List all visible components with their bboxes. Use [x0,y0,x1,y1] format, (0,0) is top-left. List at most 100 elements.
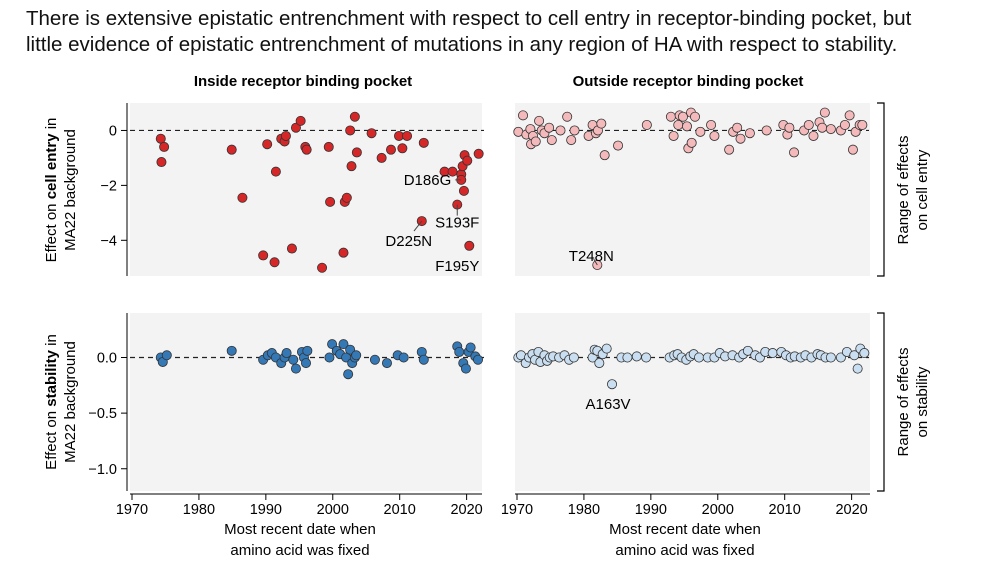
outside_entry-point [839,119,850,130]
inside_entry-point [464,240,475,251]
outside_entry-point [803,119,814,130]
ylabel-entry-post: in [43,118,60,134]
x-tick-label: 2000 [702,502,734,518]
inside_entry-point [397,143,408,154]
y-tick-label: −2 [100,178,117,194]
outside_stability-point [601,343,612,354]
inside_entry-point [418,137,429,148]
ylabel-entry-bold: cell entry [43,133,60,200]
xlabel-outside-line2: amino acid was fixed [615,542,754,559]
inside_stability-point [290,363,301,374]
outside_stability-point [859,348,870,359]
x-tick-label: 2020 [450,502,482,518]
xlabel-inside-line2: amino acid was fixed [230,542,369,559]
outside_stability-point [852,363,863,374]
inside_stability-point [454,346,465,357]
outside_stability-point [825,352,836,363]
outside_entry-point [847,144,858,155]
annotation-label: T248N [569,248,614,265]
inside_stability-point [226,345,237,356]
outside_entry-point [673,119,684,130]
outside_entry-point [690,111,701,122]
inside_entry-point [345,125,356,136]
annotation-leader [413,220,423,232]
inside_entry-point [385,144,396,155]
outside_stability-point [849,350,860,361]
x-tick-label: 1990 [250,502,282,518]
outside_entry-point [686,137,697,148]
ylabel-stability-line2: MA22 background [62,341,79,463]
ylabel-stability-pre: Effect on [43,407,60,470]
ylabel-entry-line2: MA22 background [62,129,79,251]
xlabel-outside-line1: Most recent date when [609,521,761,538]
outside_entry-point [825,124,836,135]
outside_entry-point [544,122,555,133]
outside_entry-point [732,122,743,133]
inside_entry-point [156,157,167,168]
outside_entry-point [744,128,755,139]
outside_entry-point [599,150,610,161]
inside_entry-point [301,144,312,155]
outside_entry-point [695,126,706,137]
outside_entry-point [709,130,720,141]
xlabel-inside-line1: Most recent date when [224,521,376,538]
outside_entry-point [819,107,830,118]
annotation-leader [593,258,598,266]
inside_entry-point [416,216,427,227]
ylabel-stability-bold: stability [43,349,60,406]
inside_stability-point [460,363,471,374]
ylabel-entry-pre: Effect on [43,199,60,262]
outside_stability-point [568,352,579,363]
outside_stability-point [641,352,652,363]
panel-title-inside: Inside receptor binding pocket [194,73,412,90]
outside_entry-point [808,130,819,141]
inside_entry-point [286,243,297,254]
outside_entry-point [668,130,679,141]
outside_entry-point [534,115,545,126]
ylabel-stability-line1: Effect on stability in [43,334,60,470]
outside_stability-point [607,379,618,390]
outside_entry-point [706,119,717,130]
inside_entry-point [280,130,291,141]
outside_entry-point [817,122,828,133]
annotation-label: F195Y [435,258,479,275]
y-tick-label: −1.0 [88,462,117,478]
inside_entry-point [295,115,306,126]
inside_stability-point [288,354,299,365]
annotation-label: D225N [385,233,432,250]
outside_entry-point [677,111,688,122]
ylabel-entry-line1: Effect on cell entry in [43,118,60,263]
outside_stability-point [594,358,605,369]
inside_entry-point [462,155,473,166]
ylabel-stability-post: in [43,334,60,350]
inside_stability-point [338,339,349,350]
outside_entry-point [613,140,624,151]
annotation-label: A163V [586,396,631,413]
y-tick-label: −4 [100,233,117,249]
inside_entry-point [237,192,248,203]
inside_entry-point [262,139,273,150]
y-tick-label: 0 [109,123,117,139]
x-tick-label: 2010 [384,502,416,518]
inside_entry-point [458,185,469,196]
inside_stability-point [300,358,311,369]
x-tick-label: 1980 [183,502,215,518]
x-tick-label: 2000 [317,502,349,518]
outside_entry-point [761,125,772,136]
outside_stability-point [631,351,642,362]
outside_entry-point [784,122,795,133]
inside_entry-point [258,250,269,261]
outside_entry-point [665,111,676,122]
outside_entry-point [857,119,868,130]
range-bracket-stability [877,312,885,492]
side-label-stability-line2: on stability [914,366,931,437]
inside_entry-point [473,148,484,159]
inside_stability-point [324,352,335,363]
inside_entry-point [346,161,357,172]
side-label-entry-line1: Range of effects [895,136,912,245]
inside_stability-point [472,354,483,365]
inside_entry-point [226,144,237,155]
x-tick-label: 1980 [568,502,600,518]
side-label-entry-line2: on cell entry [914,149,931,230]
